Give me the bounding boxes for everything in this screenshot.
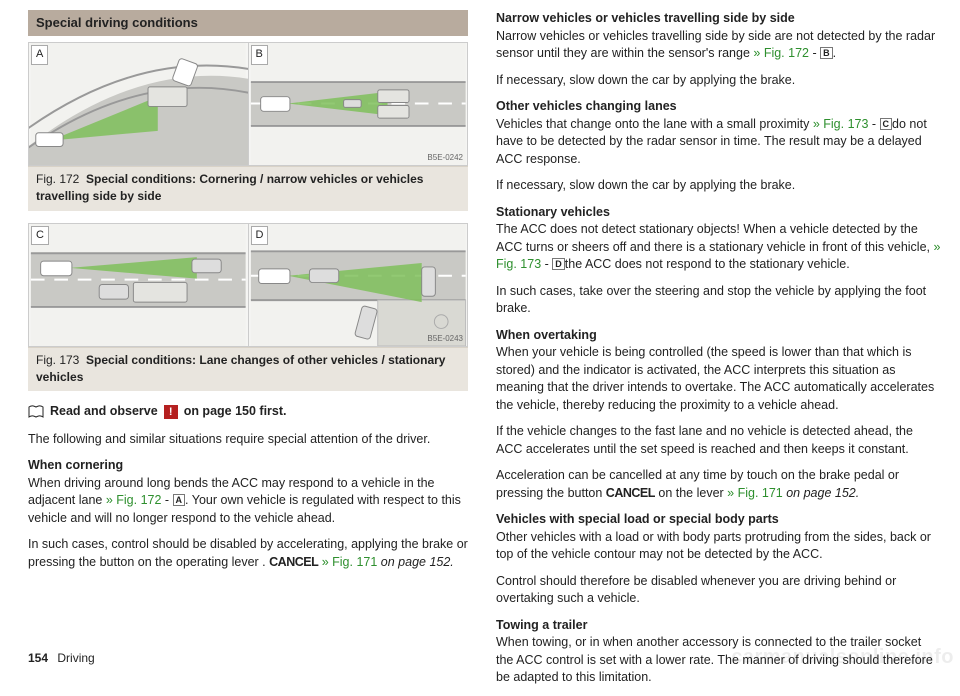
fig173-scene-c (29, 224, 248, 346)
overtaking-paragraph-1: When your vehicle is being controlled (t… (496, 344, 942, 414)
overtaking-paragraph-2: If the vehicle changes to the fast lane … (496, 423, 942, 458)
panel-letter: B (251, 45, 268, 64)
readline-pre: Read and observe (50, 403, 158, 421)
text: on the lever (655, 486, 727, 500)
fig172-scene-b (249, 43, 468, 165)
special-title: Vehicles with special load or special bo… (496, 511, 942, 529)
intro-paragraph: The following and similar situations req… (28, 431, 468, 449)
lanes-paragraph-1: Vehicles that change onto the lane with … (496, 116, 942, 169)
text: Narrow vehicles or vehicles travelling s… (496, 29, 935, 61)
fig172-caption: Fig. 172 Special conditions: Cornering /… (28, 167, 468, 205)
dash: - (809, 46, 820, 60)
dash: - (868, 117, 879, 131)
narrow-paragraph-2: If necessary, slow down the car by apply… (496, 72, 942, 90)
figure-reference: » Fig. 172 (106, 493, 162, 507)
figure-reference: » Fig. 171 (322, 555, 378, 569)
warning-icon: ! (164, 405, 178, 419)
dash: - (161, 493, 172, 507)
overtaking-title: When overtaking (496, 327, 942, 345)
cornering-paragraph-1: When driving around long bends the ACC m… (28, 475, 468, 528)
trailer-title: Towing a trailer (496, 617, 942, 635)
figure-title: Special conditions: Cornering / narrow v… (36, 172, 423, 203)
fig172-panel-a: A (28, 42, 249, 166)
readline-post: on page 150 first. (184, 403, 287, 421)
text: on page 152. (783, 486, 859, 500)
figure-number: Fig. 172 (36, 172, 79, 186)
page-footer: 154 Driving (28, 650, 95, 667)
fig173-scene-d (249, 224, 468, 346)
figure-reference: » Fig. 173 (813, 117, 869, 131)
watermark: carmanualsonline.info (731, 643, 954, 671)
fig172-panel-b: B B5E-0242 (249, 42, 469, 166)
text: on page 152. (377, 555, 453, 569)
boxed-letter: D (552, 258, 565, 270)
text: Vehicles that change onto the lane with … (496, 117, 813, 131)
special-paragraph-1: Other vehicles with a load or with body … (496, 529, 942, 564)
lanes-title: Other vehicles changing lanes (496, 98, 942, 116)
figure-code: B5E-0243 (427, 333, 463, 344)
read-and-observe-line: Read and observe ! on page 150 first. (28, 403, 468, 421)
boxed-letter: A (173, 494, 186, 506)
section-header: Special driving conditions (28, 10, 468, 36)
text: The ACC does not detect stationary objec… (496, 222, 933, 254)
figure-173: C D B5E-02 (28, 223, 468, 392)
figure-172: A B B5E-0242 (28, 42, 468, 211)
boxed-letter: B (820, 47, 833, 59)
cancel-label: CANCEL (606, 486, 655, 500)
figure-title: Special conditions: Lane changes of othe… (36, 353, 445, 384)
figure-reference: » Fig. 172 (753, 46, 809, 60)
cornering-title: When cornering (28, 457, 468, 475)
dash: - (541, 257, 552, 271)
overtaking-paragraph-3: Acceleration can be cancelled at any tim… (496, 467, 942, 502)
narrow-title: Narrow vehicles or vehicles travelling s… (496, 10, 942, 28)
boxed-letter: C (880, 118, 893, 130)
fig172-scene-a (29, 43, 248, 165)
panel-letter: A (31, 45, 48, 64)
figure-reference: » Fig. 171 (727, 486, 783, 500)
lanes-paragraph-2: If necessary, slow down the car by apply… (496, 177, 942, 195)
narrow-paragraph-1: Narrow vehicles or vehicles travelling s… (496, 28, 942, 63)
period: . (833, 46, 836, 60)
chapter-name: Driving (57, 651, 94, 665)
book-icon (28, 405, 44, 419)
text: the ACC does not respond to the stationa… (565, 257, 850, 271)
panel-letter: C (31, 226, 49, 245)
stationary-paragraph-1: The ACC does not detect stationary objec… (496, 221, 942, 274)
figure-number: Fig. 173 (36, 353, 79, 367)
panel-letter: D (251, 226, 269, 245)
fig173-panel-d: D B5E-0243 (249, 223, 469, 347)
cancel-label: CANCEL (269, 555, 318, 569)
fig173-caption: Fig. 173 Special conditions: Lane change… (28, 348, 468, 386)
figure-code: B5E-0242 (427, 152, 463, 163)
special-paragraph-2: Control should therefore be disabled whe… (496, 573, 942, 608)
stationary-title: Stationary vehicles (496, 204, 942, 222)
page-number: 154 (28, 651, 48, 665)
stationary-paragraph-2: In such cases, take over the steering an… (496, 283, 942, 318)
fig173-panel-c: C (28, 223, 249, 347)
cornering-paragraph-2: In such cases, control should be disable… (28, 536, 468, 571)
